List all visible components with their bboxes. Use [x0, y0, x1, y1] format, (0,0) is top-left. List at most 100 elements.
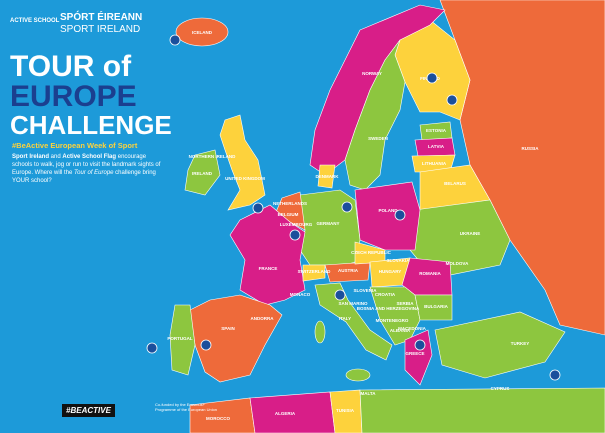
turkey — [434, 311, 566, 379]
africa-tunisia — [329, 389, 363, 433]
landmark-icon — [289, 229, 301, 241]
landmark-icon — [334, 289, 346, 301]
country-label: ALBANIA — [390, 328, 411, 333]
country-label: SLOVAKIA — [387, 258, 411, 263]
erasmus: Co-funded by the Erasmus+ Programme of t… — [155, 402, 218, 412]
landmark-icon — [252, 202, 264, 214]
country-label: IRELAND — [192, 171, 213, 176]
sport-ireland: SPORT IRELAND — [60, 24, 141, 35]
africa-east — [359, 387, 605, 433]
africa-morocco — [189, 397, 256, 433]
country-label: ALGERIA — [275, 411, 296, 416]
sardinia — [314, 320, 326, 344]
country-label: CROATIA — [375, 292, 396, 297]
intro-text: and — [49, 154, 63, 160]
countries — [169, 0, 605, 433]
landmark-icon — [414, 339, 426, 351]
country-labels: ICELANDNORWAYSWEDENFINLANDRUSSIAESTONIAL… — [167, 30, 539, 421]
country-label: LUXEMBOURG — [280, 222, 313, 227]
sport-ireland-irish: SPÓRT ÉIREANN — [60, 12, 143, 23]
country-label: AUSTRIA — [338, 268, 359, 273]
country-label: SERBIA — [396, 301, 414, 306]
country-label: MONACO — [290, 292, 311, 297]
country-label: BOSNIA AND HERZEGOVINA — [357, 306, 420, 311]
country-label: GERMANY — [316, 221, 339, 226]
iceland — [175, 17, 229, 47]
country-label: BELARUS — [444, 181, 466, 186]
country-label: GREECE — [405, 351, 424, 356]
country-label: MOROCCO — [206, 416, 230, 421]
landmark-icon — [394, 209, 406, 221]
title-line1: TOUR of — [10, 50, 132, 83]
country-label: RUSSIA — [521, 146, 539, 151]
country-label: ROMANIA — [419, 271, 441, 276]
landmark-icon — [549, 369, 561, 381]
landmark-icons — [146, 34, 561, 381]
country-label: MONTENEGRO — [376, 318, 409, 323]
country-label: LITHUANIA — [422, 161, 447, 166]
denmark — [317, 164, 336, 189]
landmark-icon — [426, 72, 438, 84]
intro-text: Sport Ireland — [12, 154, 50, 160]
country-label: TURKEY — [511, 341, 530, 346]
sicily — [345, 368, 371, 382]
country-label: CZECH REPUBLIC — [351, 250, 392, 255]
country-label: ITALY — [339, 316, 351, 321]
country-label: DENMARK — [316, 174, 340, 179]
country-label: NORWAY — [362, 71, 382, 76]
country-label: BELGIUM — [278, 212, 299, 217]
landmark-icon — [341, 201, 353, 213]
ukraine — [409, 199, 511, 276]
intro: Sport Ireland and Active School Flag enc… — [12, 153, 162, 185]
benelux — [275, 191, 306, 231]
portugal — [169, 304, 196, 376]
country-label: POLAND — [379, 208, 399, 213]
country-label: ANDORRA — [251, 316, 275, 321]
country-label: UKRAINE — [460, 231, 481, 236]
poland — [354, 181, 421, 251]
country-label: SAN MARINO — [339, 301, 368, 306]
africa-algeria — [249, 391, 336, 433]
country-label: MACEDONIA — [398, 326, 426, 331]
ireland — [184, 149, 221, 196]
country-label: MALTA — [360, 391, 376, 396]
bulgaria — [414, 294, 453, 321]
country-label: SWITZERLAND — [298, 269, 331, 274]
country-label: NETHERLANDS — [273, 201, 307, 206]
title-line2: EUROPE — [10, 80, 137, 113]
country-label: FRANCE — [259, 266, 278, 271]
country-label: NORTHERN IRELAND — [189, 154, 236, 159]
country-label: SWEDEN — [368, 136, 388, 141]
country-label: HUNGARY — [379, 269, 402, 274]
country-label: PORTUGAL — [167, 336, 193, 341]
active-school-logo: ACTIVE SCHOOL — [10, 18, 60, 24]
intro-text: challenge bring YOUR school? — [12, 170, 156, 185]
country-label: ESTONIA — [426, 128, 447, 133]
greece — [404, 329, 433, 386]
country-label: SLOVENIA — [353, 288, 377, 293]
intro-text: encourage schools to walk, jog or run to… — [12, 154, 161, 177]
country-label: MOLDOVA — [446, 261, 469, 266]
hashtag: #BeActive European Week of Sport — [12, 141, 138, 150]
intro-text: Active School Flag — [62, 154, 117, 160]
spain — [189, 294, 283, 383]
uk — [219, 114, 266, 211]
landmark-icon — [169, 34, 181, 46]
france — [229, 204, 306, 306]
country-label: CYPRUS — [491, 386, 510, 391]
country-label: LATVIA — [428, 144, 445, 149]
country-label: BULGARIA — [424, 304, 448, 309]
landmark-icon — [446, 94, 458, 106]
country-label: ICELAND — [192, 30, 213, 35]
intro-text: Tour of Europe — [74, 170, 114, 177]
title-line3: CHALLENGE — [10, 110, 172, 140]
landmark-icon — [146, 342, 158, 354]
country-label: UNITED KINGDOM — [225, 176, 265, 181]
country-label: SPAIN — [221, 326, 234, 331]
beactive: #BEACTIVE — [62, 404, 115, 417]
balkans — [369, 286, 421, 346]
country-label: TUNISIA — [336, 408, 355, 413]
landmark-icon — [200, 339, 212, 351]
